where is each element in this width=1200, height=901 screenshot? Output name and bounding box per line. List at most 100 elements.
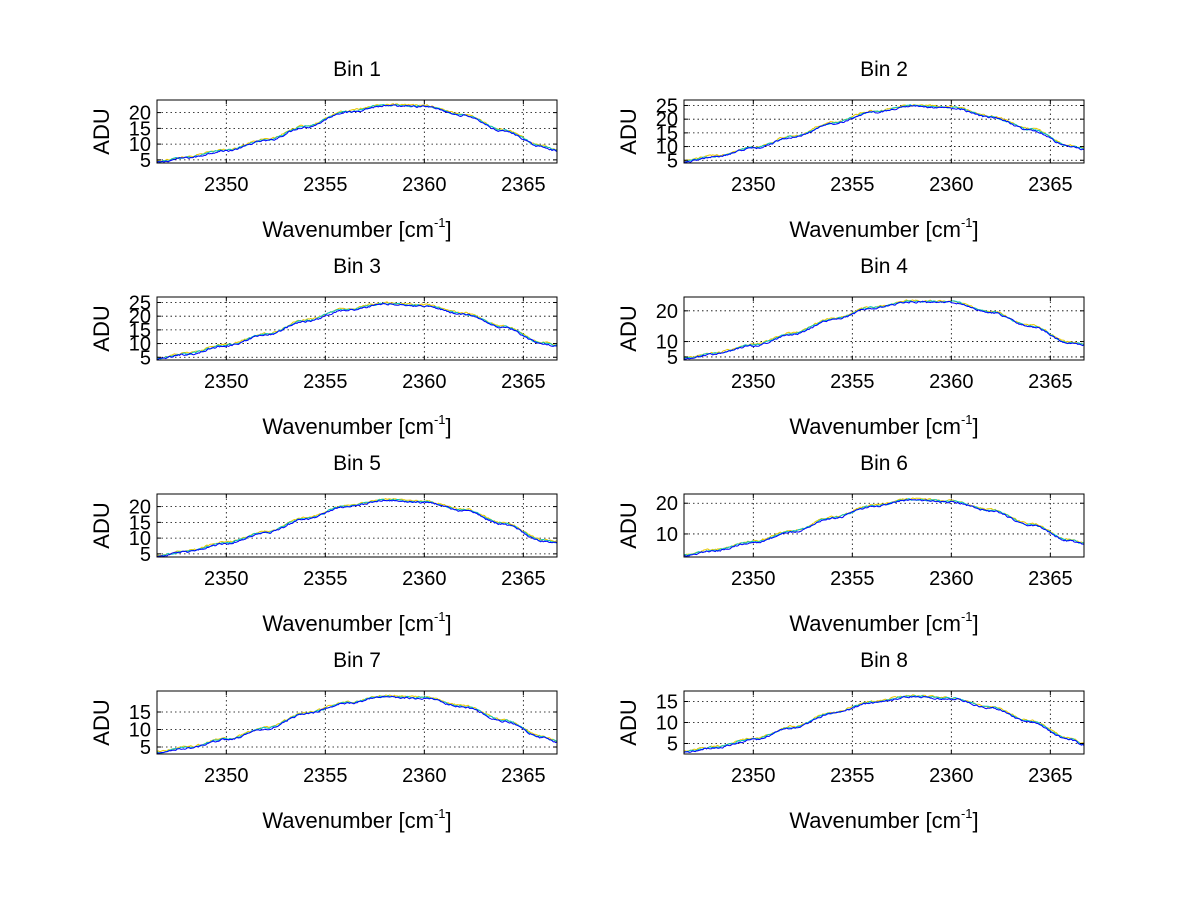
x-axis-label-sup: -1 <box>434 412 446 427</box>
y-tick-label: 10 <box>129 720 151 742</box>
x-tick-label: 2365 <box>501 568 546 590</box>
y-tick-label: 10 <box>129 134 151 156</box>
x-tick-label: 2355 <box>303 174 348 196</box>
x-axis-label: Wavenumber [cm-1] <box>789 412 978 439</box>
subplot-title: Bin 7 <box>333 649 381 672</box>
y-axis-label: ADU <box>616 108 641 154</box>
x-tick-label: 2355 <box>830 765 875 787</box>
y-tick-label: 20 <box>656 301 678 323</box>
x-axis-label-text: Wavenumber [cm <box>789 808 961 833</box>
plot-area <box>157 297 557 360</box>
y-tick-label: 25 <box>656 95 678 117</box>
y-tick-label: 5 <box>667 150 678 172</box>
series-line-1 <box>157 499 557 557</box>
series-group <box>157 694 557 754</box>
x-axis-label-end: ] <box>973 808 979 833</box>
x-axis-label-end: ] <box>446 217 452 242</box>
x-axis-label-text: Wavenumber [cm <box>789 217 961 242</box>
series-group <box>684 299 1084 360</box>
x-axis-label: Wavenumber [cm-1] <box>262 609 451 636</box>
x-axis-label-end: ] <box>973 611 979 636</box>
axes-box <box>156 493 558 558</box>
x-axis-label-text: Wavenumber [cm <box>789 414 961 439</box>
subplot-title: Bin 4 <box>860 255 908 278</box>
x-axis-label-sup: -1 <box>961 412 973 427</box>
y-axis-label: ADU <box>89 502 114 548</box>
x-tick-label: 2360 <box>402 765 447 787</box>
x-axis-label-end: ] <box>973 414 979 439</box>
subplot-title: Bin 5 <box>333 452 381 475</box>
x-tick-label: 2350 <box>204 174 249 196</box>
x-axis-label-end: ] <box>973 217 979 242</box>
y-tick-label: 15 <box>129 320 151 342</box>
x-tick-label: 2355 <box>830 174 875 196</box>
y-tick-label: 20 <box>656 109 678 131</box>
x-axis-label-text: Wavenumber [cm <box>262 217 434 242</box>
x-axis-label-text: Wavenumber [cm <box>262 611 434 636</box>
x-tick-label: 2360 <box>929 174 974 196</box>
y-tick-label: 15 <box>656 123 678 145</box>
y-tick-label: 15 <box>129 702 151 724</box>
x-tick-label: 2360 <box>402 174 447 196</box>
series-line-2 <box>157 302 557 360</box>
y-tick-label: 5 <box>140 737 151 759</box>
x-tick-label: 2360 <box>929 568 974 590</box>
x-tick-label: 2360 <box>929 765 974 787</box>
x-axis-label: Wavenumber [cm-1] <box>262 412 451 439</box>
subplot-title: Bin 1 <box>333 58 381 81</box>
plot-area <box>157 494 557 557</box>
x-axis-label: Wavenumber [cm-1] <box>262 215 451 242</box>
y-tick-label: 15 <box>129 118 151 140</box>
x-axis-label-text: Wavenumber [cm <box>262 414 434 439</box>
x-tick-label: 2365 <box>1028 568 1073 590</box>
y-axis-label: ADU <box>89 699 114 745</box>
x-axis-label-sup: -1 <box>961 215 973 230</box>
y-tick-label: 20 <box>129 103 151 125</box>
subplot-4: 2350 2355 2360 2365 510 20 Bin 4 Wavenumber [cm… <box>616 255 1085 439</box>
series-line-3 <box>684 299 1084 358</box>
x-axis-label-sup: -1 <box>961 806 973 821</box>
series-line-1 <box>684 300 1084 360</box>
x-axis-label-sup: -1 <box>961 609 973 624</box>
subplot-title: Bin 2 <box>860 58 908 81</box>
x-axis-label-end: ] <box>446 808 452 833</box>
x-tick-label: 2365 <box>1028 371 1073 393</box>
y-tick-label: 20 <box>656 493 678 515</box>
axes-box <box>156 296 558 361</box>
x-tick-label: 2355 <box>830 568 875 590</box>
y-tick-label: 15 <box>129 512 151 534</box>
y-tick-label: 5 <box>140 544 151 566</box>
x-axis-label: Wavenumber [cm-1] <box>789 215 978 242</box>
plot-area <box>684 100 1084 163</box>
series-line-1 <box>157 104 557 163</box>
series-line-1 <box>157 302 557 360</box>
x-tick-label: 2355 <box>303 371 348 393</box>
x-axis-label-end: ] <box>446 611 452 636</box>
y-axis-label: ADU <box>89 108 114 154</box>
x-axis-label-end: ] <box>446 414 452 439</box>
x-axis-label: Wavenumber [cm-1] <box>262 806 451 833</box>
x-tick-label: 2350 <box>204 765 249 787</box>
x-tick-label: 2365 <box>501 174 546 196</box>
axes-box <box>156 99 558 164</box>
x-tick-label: 2355 <box>830 371 875 393</box>
subplot-title: Bin 3 <box>333 255 381 278</box>
y-tick-label: 10 <box>656 524 678 546</box>
x-tick-label: 2350 <box>731 174 776 196</box>
x-tick-label: 2350 <box>204 371 249 393</box>
x-tick-label: 2365 <box>1028 174 1073 196</box>
series-group <box>157 301 557 360</box>
y-tick-label: 10 <box>129 334 151 356</box>
axes-box <box>683 493 1085 558</box>
y-axis-label: ADU <box>89 305 114 351</box>
x-tick-label: 2360 <box>402 371 447 393</box>
x-axis-label-sup: -1 <box>434 215 446 230</box>
y-tick-label: 10 <box>656 137 678 159</box>
x-axis-label: Wavenumber [cm-1] <box>789 806 978 833</box>
x-tick-label: 2360 <box>929 371 974 393</box>
series-line-1 <box>684 498 1084 557</box>
